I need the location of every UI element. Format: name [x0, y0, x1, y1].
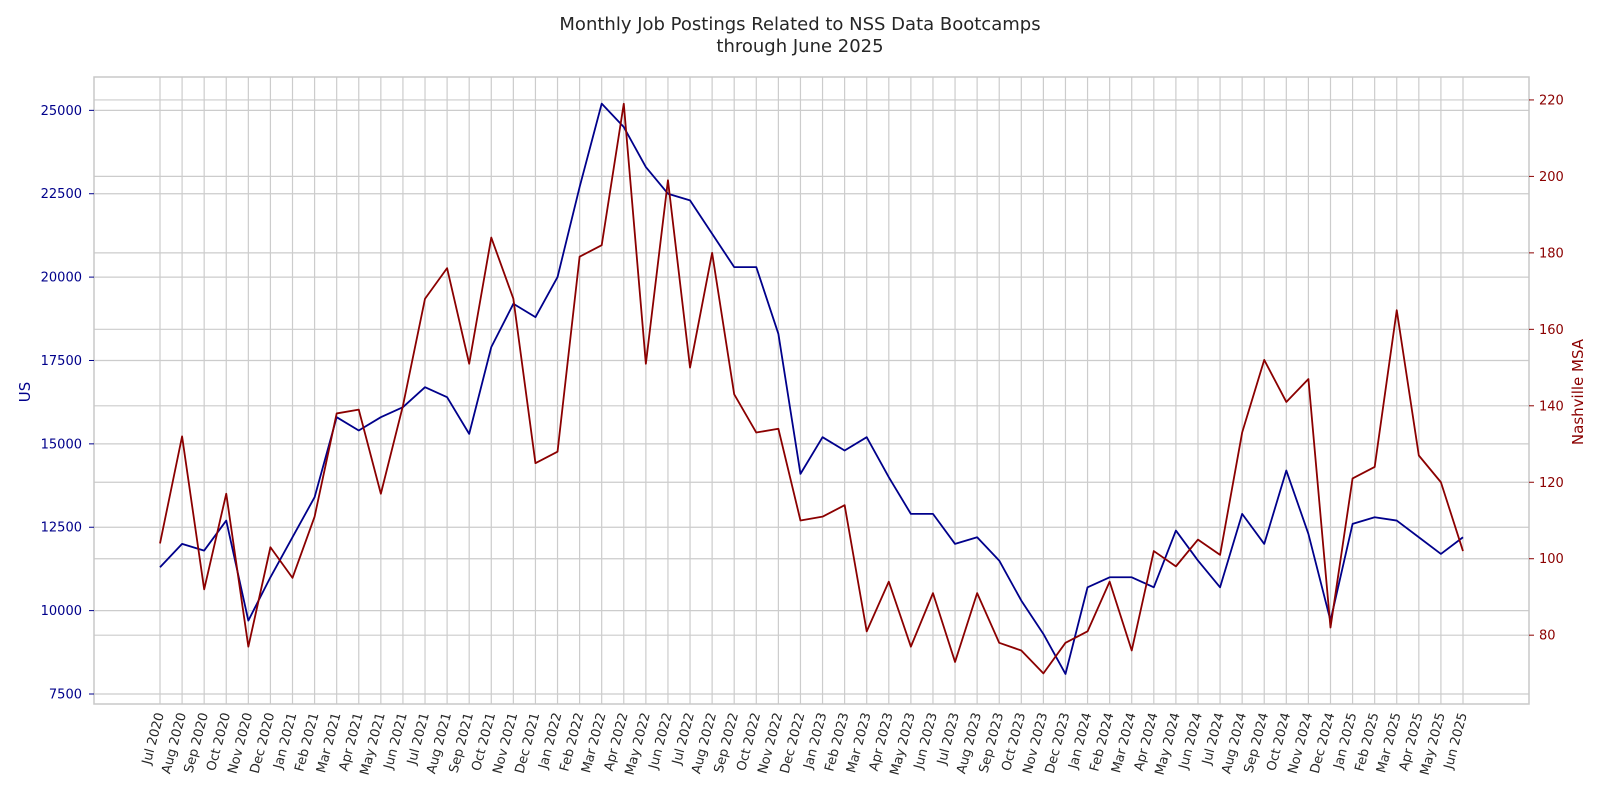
- left-tick-label: 20000: [41, 271, 82, 286]
- right-tick-label: 100: [1539, 552, 1564, 567]
- grid-layer: [94, 77, 1529, 704]
- left-tick-label: 15000: [41, 437, 82, 452]
- series-line-nashville-msa: [159, 102, 1464, 675]
- chart-title-line2: through June 2025: [716, 36, 883, 57]
- right-y-axis: 80 100 120 140 160 180 200 220: [1529, 93, 1564, 644]
- right-tick-label: 180: [1539, 246, 1564, 261]
- right-tick-label: 140: [1539, 399, 1564, 414]
- series-line-us: [159, 102, 1464, 675]
- left-tick-label: 25000: [41, 104, 82, 119]
- left-tick-label: 17500: [41, 354, 82, 369]
- right-tick-label: 160: [1539, 323, 1564, 338]
- chart-title-line1: Monthly Job Postings Related to NSS Data…: [559, 14, 1040, 35]
- left-axis-label: US: [16, 382, 34, 403]
- left-tick-label: 7500: [49, 687, 82, 702]
- left-tick-label: 12500: [41, 521, 82, 536]
- right-tick-label: 80: [1539, 629, 1556, 644]
- right-axis-label: Nashville MSA: [1569, 338, 1587, 445]
- right-tick-label: 220: [1539, 93, 1564, 108]
- plot-frame: [93, 76, 1530, 705]
- series-layer: [159, 102, 1464, 675]
- left-y-axis: 7500 10000 12500 15000 17500 20000 22500 25000: [41, 104, 94, 702]
- left-tick-label: 10000: [41, 604, 82, 619]
- right-tick-label: 200: [1539, 170, 1564, 185]
- left-tick-label: 22500: [41, 187, 82, 202]
- right-tick-label: 120: [1539, 476, 1564, 491]
